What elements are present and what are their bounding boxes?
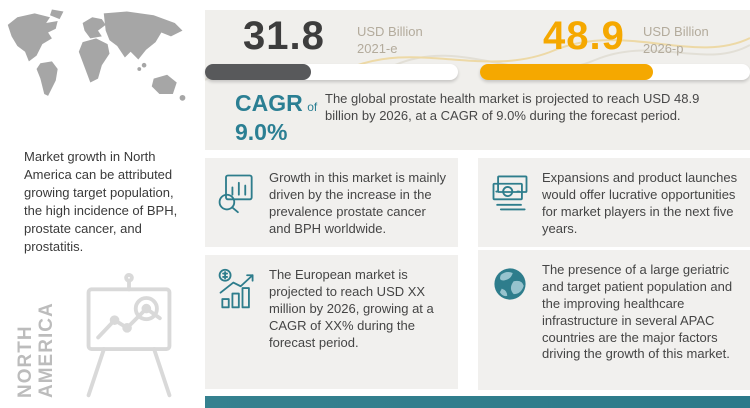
market-size-2026-unit-label: USD Billion: [643, 24, 709, 39]
cagr-of-label: of: [307, 100, 318, 114]
market-size-banner: 31.8 USD Billion 2021-e 48.9 USD Billion…: [205, 10, 750, 150]
sidebar-note: Market growth in North America can be at…: [24, 149, 178, 254]
market-summary: The global prostate health market is pro…: [325, 91, 700, 124]
progress-fill-2021: [205, 64, 312, 80]
card-european-market: The European market is projected to reac…: [205, 255, 458, 389]
card-apac-factors: The presence of a large geriatric and ta…: [478, 250, 750, 390]
market-size-2021-unit-label: USD Billion: [357, 24, 423, 39]
market-size-2026-unit: USD Billion 2026-p: [643, 24, 709, 58]
market-size-2021-period: 2021-e: [357, 40, 398, 56]
region-label-text: NORTH AMERICA: [15, 302, 57, 398]
cagr-block: CAGR of 9.0%: [235, 90, 317, 146]
growth-chart-icon: [215, 267, 261, 377]
progress-bar-2021: [205, 64, 458, 80]
market-size-2026-period: 2026-p: [643, 40, 684, 56]
money-icon: [488, 170, 534, 235]
cagr-value: 9.0%: [235, 119, 288, 145]
presentation-easel-icon: [86, 272, 172, 398]
progress-bar-2026: [480, 64, 750, 80]
card-opportunities-text: Expansions and product launches would of…: [542, 170, 738, 236]
world-map: [7, 9, 186, 101]
card-market-driver: Growth in this market is mainly driven b…: [205, 158, 458, 247]
bottom-accent-bar: [205, 396, 750, 408]
region-label-north-america: NORTH AMERICA: [15, 268, 64, 398]
card-apac-factors-text: The presence of a large geriatric and ta…: [542, 262, 733, 362]
globe-icon: [488, 262, 534, 378]
market-size-2021-value: 31.8: [243, 14, 325, 58]
card-opportunities: Expansions and product launches would of…: [478, 158, 750, 247]
market-analysis-icon: [215, 170, 261, 235]
market-size-2021-unit: USD Billion 2021-e: [357, 24, 423, 58]
market-size-2026-value: 48.9: [543, 14, 625, 58]
card-european-market-text: The European market is projected to reac…: [269, 267, 434, 350]
cagr-label: CAGR: [235, 90, 303, 116]
card-market-driver-text: Growth in this market is mainly driven b…: [269, 170, 446, 236]
progress-fill-2026: [480, 64, 653, 80]
